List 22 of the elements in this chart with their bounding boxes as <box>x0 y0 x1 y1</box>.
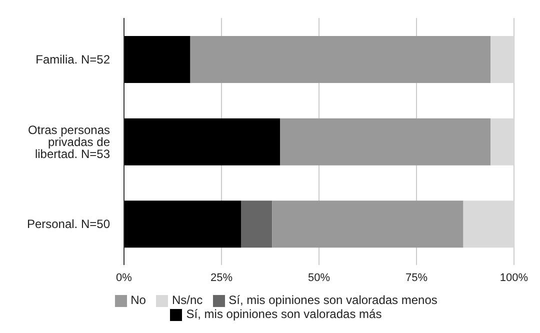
bar <box>241 200 272 248</box>
bar <box>463 200 514 248</box>
y-tick-label: Personal. N=50 <box>26 217 110 232</box>
legend-label: Sí, mis opiniones son valoradas menos <box>228 293 438 307</box>
x-tick-label: 25% <box>210 272 233 284</box>
bar <box>280 118 491 166</box>
x-tick-label: 75% <box>405 272 428 284</box>
bar <box>490 36 514 83</box>
legend-label: Ns/nc <box>172 293 203 307</box>
x-tick-label: 0% <box>116 272 132 284</box>
bar <box>272 200 464 248</box>
bar <box>124 118 280 166</box>
bar <box>124 36 190 83</box>
legend-label: Sí, mis opiniones son valoradas más <box>186 307 382 321</box>
bar <box>190 36 491 83</box>
y-tick-label: Otras personas privadas de libertad. N=53 <box>28 122 110 161</box>
bar <box>490 118 514 166</box>
legend-label: No <box>130 293 146 307</box>
x-tick-label: 50% <box>308 272 330 284</box>
bar <box>124 200 241 248</box>
x-tick-label: 100% <box>500 272 528 284</box>
y-tick-label: Familia. N=52 <box>36 52 110 66</box>
